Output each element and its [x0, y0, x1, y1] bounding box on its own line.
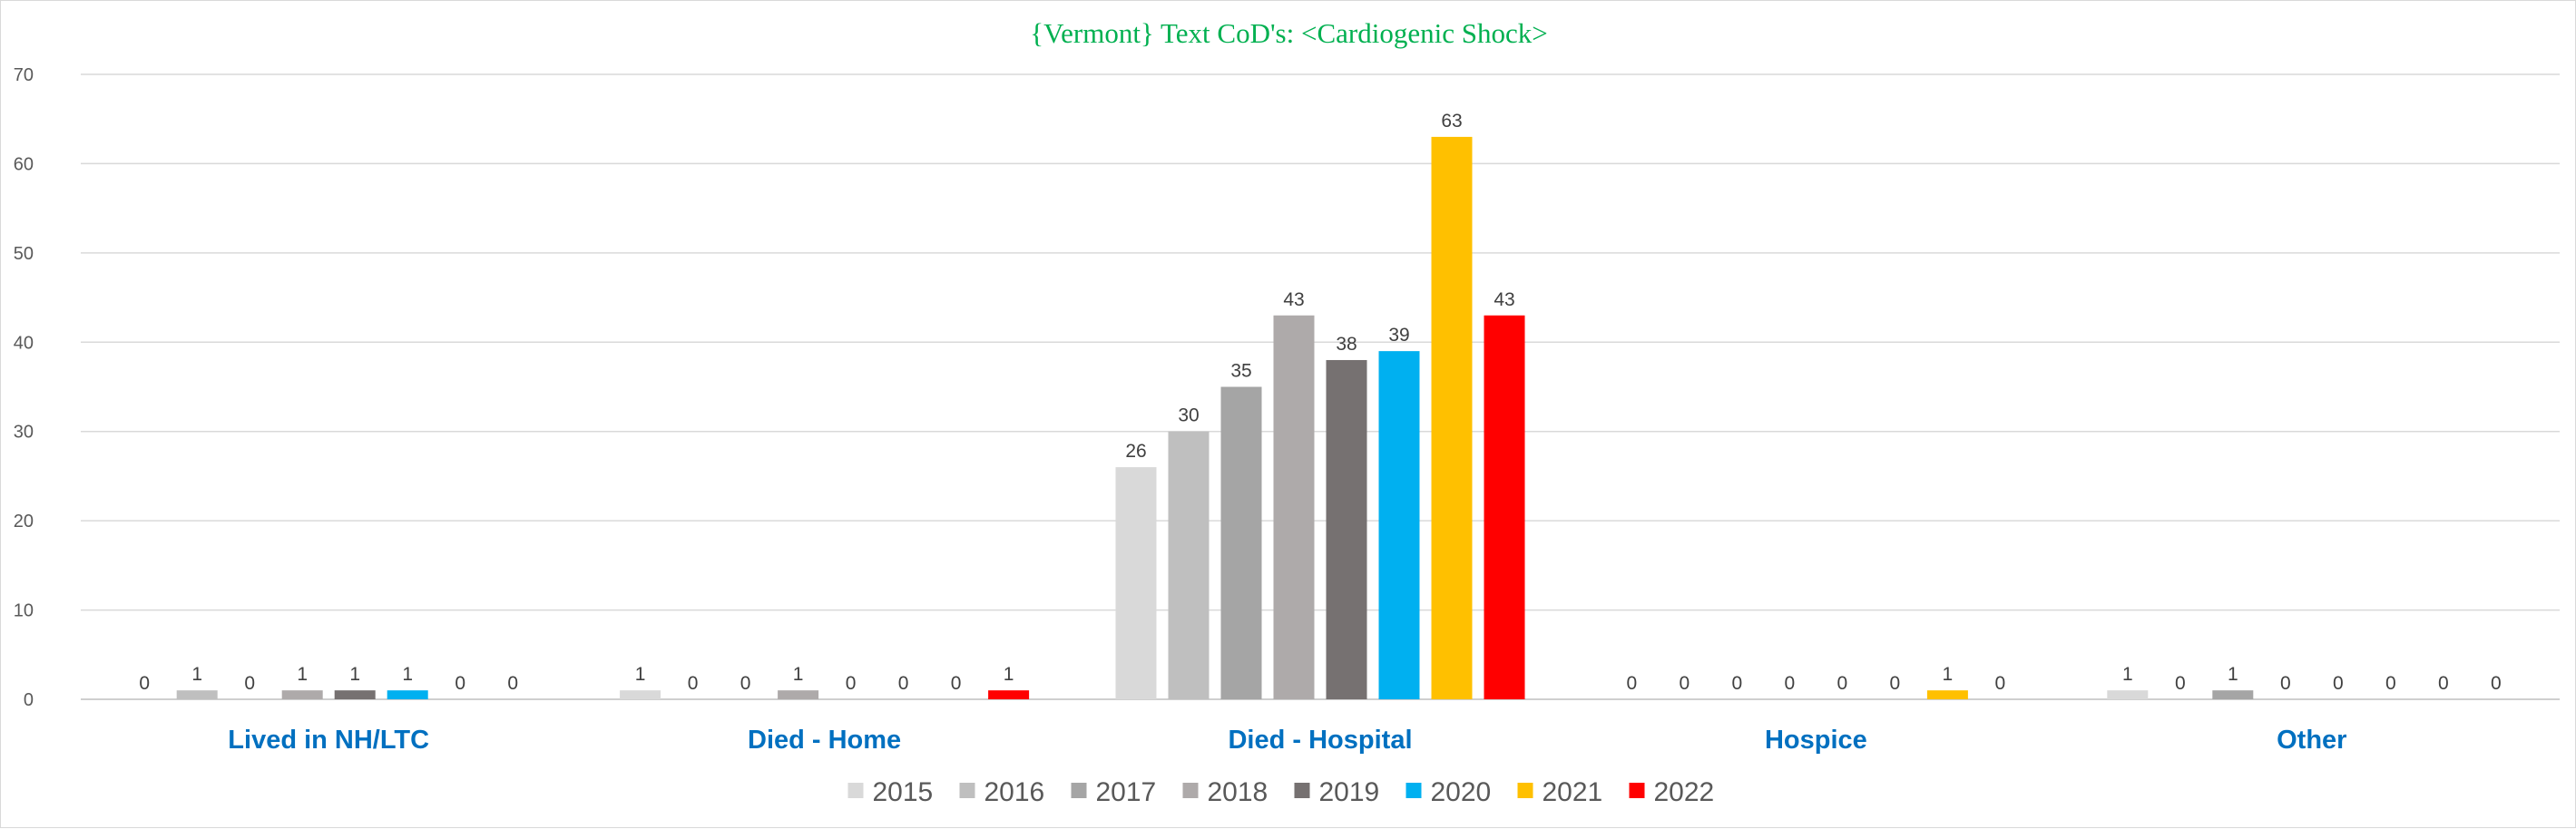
- data-label: 1: [191, 664, 202, 685]
- bars: [176, 136, 2254, 699]
- data-label: 1: [635, 664, 646, 685]
- legend-swatch: [847, 783, 864, 798]
- bar: [1484, 315, 1525, 699]
- bar: [2107, 690, 2149, 699]
- y-tick-label: 70: [14, 65, 34, 85]
- chart-title: {Vermont} Text CoD's: <Cardiogenic Shock…: [1030, 17, 1547, 49]
- data-label: 0: [898, 673, 909, 694]
- data-label: 43: [1283, 289, 1304, 310]
- bar: [1431, 136, 1473, 699]
- legend-swatch: [1406, 783, 1422, 798]
- bar: [1115, 467, 1157, 699]
- y-tick-label: 50: [14, 244, 34, 264]
- data-label: 0: [2385, 673, 2396, 694]
- data-label: 39: [1388, 325, 1409, 346]
- y-tick-label: 20: [14, 512, 34, 532]
- legend-swatch: [1517, 783, 1533, 798]
- data-label: 0: [1627, 673, 1638, 694]
- data-label: 0: [688, 673, 699, 694]
- category-label: Died - Hospital: [1228, 726, 1412, 755]
- data-label: 0: [2333, 673, 2344, 694]
- data-label: 0: [1837, 673, 1848, 694]
- legend-swatch: [1294, 783, 1310, 798]
- bar: [2212, 690, 2254, 699]
- legend-label: 2020: [1431, 777, 1492, 807]
- data-label: 35: [1230, 361, 1251, 382]
- legend-swatch: [1182, 783, 1199, 798]
- data-label: 0: [2438, 673, 2449, 694]
- legend-label: 2019: [1319, 777, 1380, 807]
- data-label: 0: [846, 673, 857, 694]
- data-label: 26: [1125, 441, 1146, 462]
- bar: [1220, 386, 1262, 699]
- y-tick-label: 10: [14, 601, 34, 621]
- legend-label: 2018: [1208, 777, 1268, 807]
- data-label: 1: [2228, 664, 2238, 685]
- legend-label: 2016: [984, 777, 1045, 807]
- y-tick-label: 30: [14, 423, 34, 443]
- data-label: 30: [1178, 405, 1199, 426]
- data-label: 0: [2280, 673, 2291, 694]
- category-label: Other: [2277, 726, 2346, 755]
- y-tick-label: 40: [14, 333, 34, 353]
- data-label: 0: [507, 673, 518, 694]
- data-label: 0: [1732, 673, 1743, 694]
- data-label: 0: [2491, 673, 2502, 694]
- bar: [778, 690, 819, 699]
- data-label: 0: [139, 673, 150, 694]
- legend-label: 2022: [1654, 777, 1715, 807]
- data-labels: 0 1 0 1 1 1 0 0 1 0 0 1 0 0 0 1 26 30 35 43 38 39 63 43 0 0 0 0 0 0 1 0…: [139, 111, 2501, 694]
- category-label: Hospice: [1765, 726, 1867, 755]
- data-label: 0: [1890, 673, 1901, 694]
- category-labels: Lived in NH/LTC Died - Home Died - Hospita…: [228, 726, 2346, 755]
- bar: [334, 690, 376, 699]
- y-tick-label: 0: [24, 690, 34, 710]
- legend-label: 2021: [1543, 777, 1603, 807]
- legend-label: 2015: [873, 777, 934, 807]
- data-label: 0: [2175, 673, 2186, 694]
- data-label: 63: [1441, 111, 1462, 132]
- data-label: 1: [297, 664, 308, 685]
- data-label: 1: [1004, 664, 1014, 685]
- data-label: 0: [1995, 673, 2006, 694]
- legend: 2015 2016 2017 2018 2019 2020 2021 2022: [847, 777, 1715, 807]
- data-label: 1: [349, 664, 360, 685]
- legend-swatch: [1629, 783, 1645, 798]
- data-label: 0: [740, 673, 751, 694]
- gridlines: [81, 73, 2560, 700]
- y-axis-ticks: 0 10 20 30 40 50 60 70: [14, 65, 34, 710]
- bar: [1273, 315, 1315, 699]
- category-label: Lived in NH/LTC: [228, 726, 429, 755]
- bar: [988, 690, 1030, 699]
- category-label: Died - Home: [748, 726, 901, 755]
- bar: [1378, 351, 1420, 699]
- data-label: 0: [244, 673, 255, 694]
- bar: [620, 690, 661, 699]
- data-label: 0: [1785, 673, 1796, 694]
- bar: [176, 690, 218, 699]
- bar: [281, 690, 323, 699]
- bar: [1326, 359, 1367, 699]
- data-label: 1: [793, 664, 804, 685]
- bar: [1168, 431, 1210, 699]
- data-label: 1: [1943, 664, 1954, 685]
- data-label: 0: [951, 673, 962, 694]
- y-tick-label: 60: [14, 154, 34, 174]
- data-label: 0: [455, 673, 465, 694]
- legend-swatch: [1071, 783, 1087, 798]
- legend-swatch: [959, 783, 975, 798]
- data-label: 1: [402, 664, 413, 685]
- bar: [387, 690, 428, 699]
- data-label: 38: [1336, 334, 1357, 355]
- legend-label: 2017: [1096, 777, 1157, 807]
- bar: [1926, 690, 1968, 699]
- data-label: 43: [1494, 289, 1514, 310]
- data-label: 0: [1680, 673, 1690, 694]
- data-label: 1: [2122, 664, 2133, 685]
